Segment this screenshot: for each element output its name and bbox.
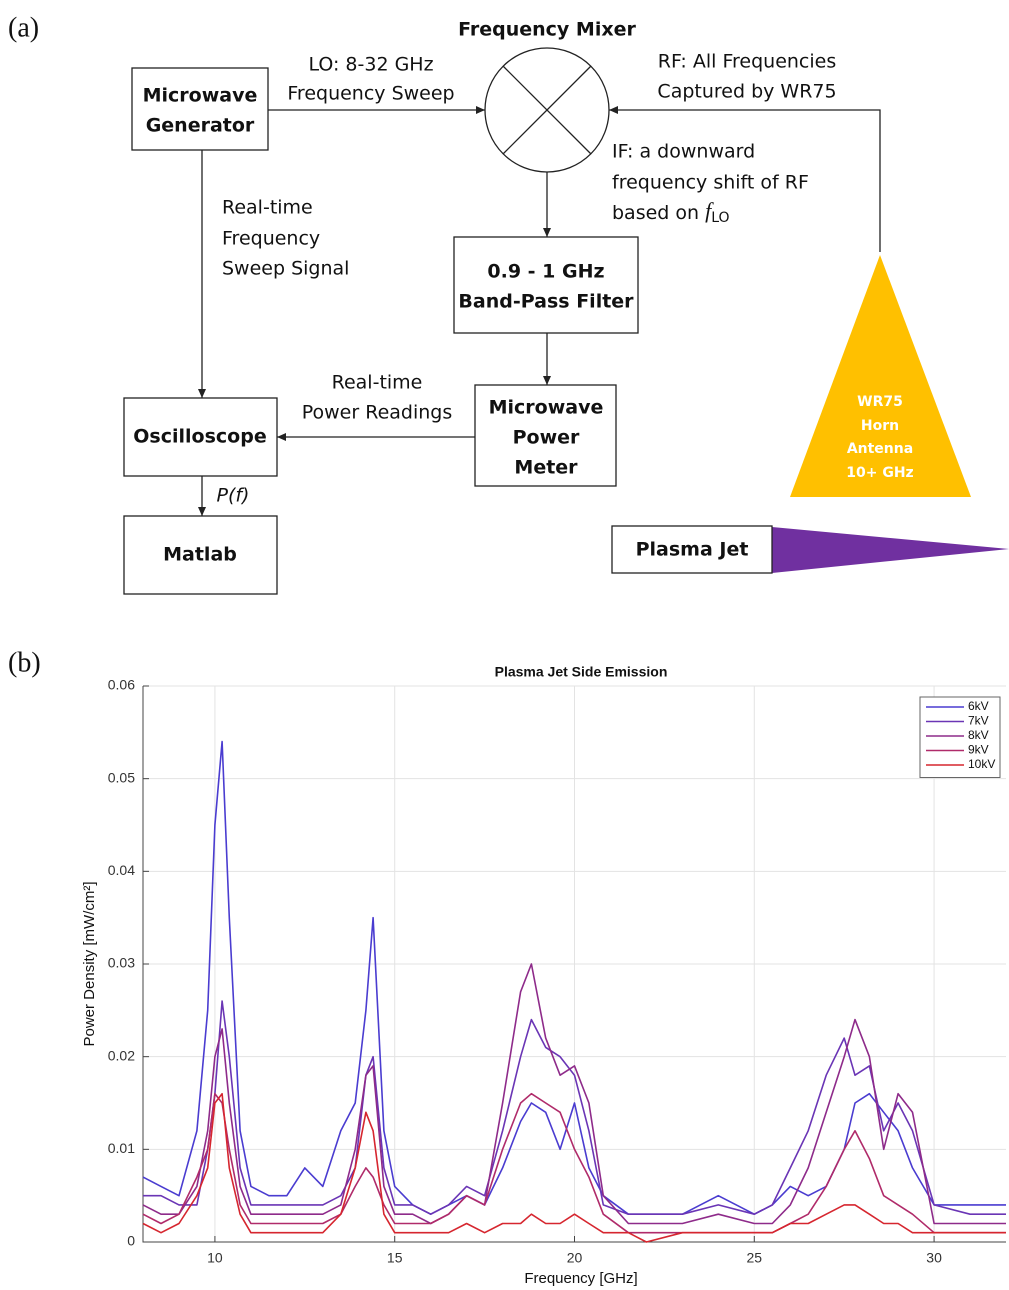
legend-label: 9kV xyxy=(968,743,989,757)
edge-label: LO: 8-32 GHz xyxy=(308,54,433,76)
node-label: Microwave xyxy=(143,85,258,107)
node-label: Meter xyxy=(514,457,578,479)
y-tick-label: 0.05 xyxy=(108,769,135,785)
edge-label: Frequency Sweep xyxy=(287,83,454,105)
chart-title: Plasma Jet Side Emission xyxy=(495,664,668,680)
legend-label: 10kV xyxy=(968,757,995,771)
panel-label: (a) xyxy=(8,12,39,43)
plot: 0 0.01 0.02 0.03 0.04 0.05 0.06 10 15 20 25 30 6kV7k… xyxy=(108,677,1006,1266)
mixer-title: Frequency Mixer xyxy=(458,19,636,41)
edge-label: frequency shift of RF xyxy=(612,172,809,194)
antenna xyxy=(790,255,971,497)
mixer xyxy=(485,48,609,172)
node-label: Plasma Jet xyxy=(636,539,749,561)
y-axis-label: Power Density [mW/cm²] xyxy=(81,881,98,1046)
plasma-plume xyxy=(772,527,1009,573)
node-label: Power xyxy=(513,427,580,449)
x-tick-label: 15 xyxy=(387,1250,403,1266)
y-tick-label: 0.06 xyxy=(108,677,135,693)
x-tick-label: 25 xyxy=(747,1250,763,1266)
y-tick-label: 0.04 xyxy=(108,862,135,878)
y-tick-label: 0.03 xyxy=(108,955,135,971)
edge-label-part: based on xyxy=(612,202,699,224)
bpf-box xyxy=(454,237,638,333)
legend-label: 8kV xyxy=(968,728,989,742)
panel-label: (b) xyxy=(8,647,41,678)
figure: (a) Frequency Mixer Microwave Generator … xyxy=(0,0,1009,1290)
y-tick-label: 0 xyxy=(127,1233,135,1249)
node-label: 10+ GHz xyxy=(846,465,913,481)
node-label: 0.9 - 1 GHz xyxy=(487,261,604,283)
legend-label: 6kV xyxy=(968,699,989,713)
edge-label: P(f) xyxy=(217,485,250,507)
edge-label: Sweep Signal xyxy=(222,258,349,280)
node-label: Matlab xyxy=(163,544,237,566)
edge-label: Power Readings xyxy=(302,402,453,424)
edge-label: Real-time xyxy=(222,197,313,219)
node-label: Microwave xyxy=(489,397,604,419)
node-label: Oscilloscope xyxy=(133,426,266,448)
y-tick-label: 0.01 xyxy=(108,1140,135,1156)
generator-box xyxy=(132,68,268,150)
x-axis-label: Frequency [GHz] xyxy=(524,1270,637,1287)
subscript: LO xyxy=(711,210,729,226)
x-tick-label: 30 xyxy=(926,1250,942,1266)
node-label: Band-Pass Filter xyxy=(458,291,634,313)
edge-label: Real-time xyxy=(332,372,423,394)
node-label: Generator xyxy=(146,115,255,137)
x-tick-label: 10 xyxy=(207,1250,223,1266)
edge-label: Frequency xyxy=(222,228,320,250)
node-label: Horn xyxy=(861,418,899,434)
y-tick-label: 0.02 xyxy=(108,1047,135,1063)
edge-label: RF: All Frequencies xyxy=(658,51,836,73)
x-tick-label: 20 xyxy=(567,1250,583,1266)
edge-label: Captured by WR75 xyxy=(657,81,836,103)
legend-label: 7kV xyxy=(968,714,989,728)
node-label: Antenna xyxy=(847,441,913,457)
node-label: WR75 xyxy=(857,394,903,410)
edge-label: IF: a downward xyxy=(612,141,755,163)
